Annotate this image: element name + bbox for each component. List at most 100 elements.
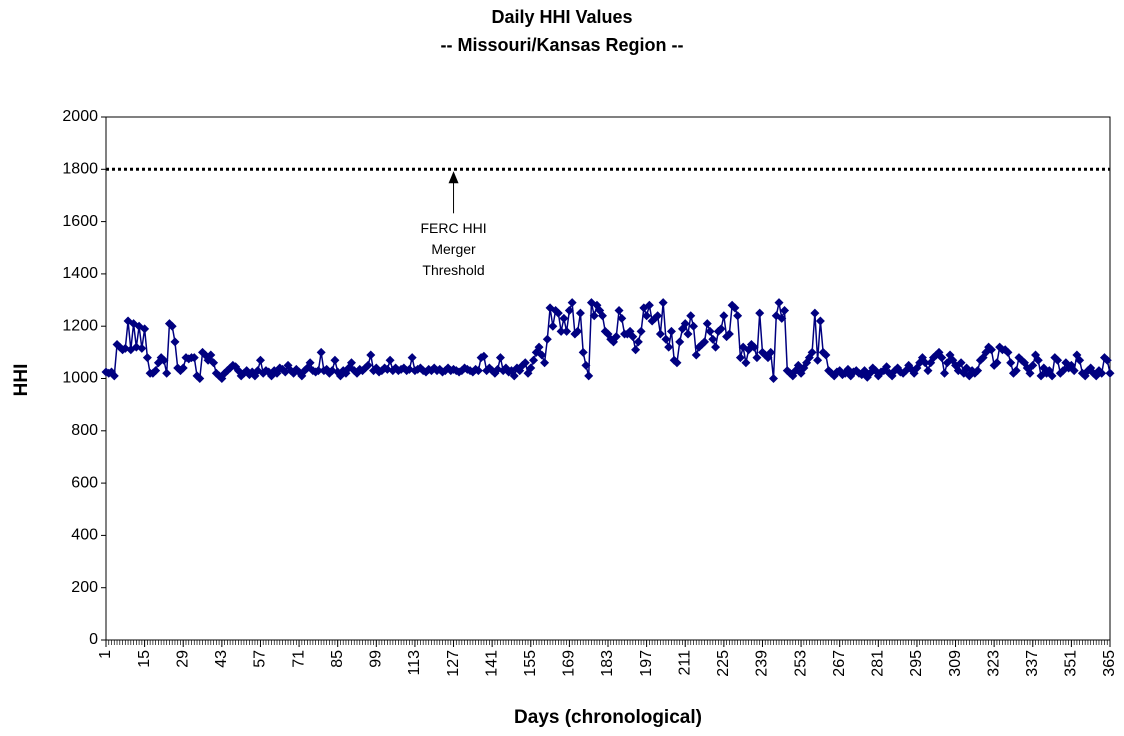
data-point: [206, 350, 216, 360]
threshold-label: Merger: [431, 241, 476, 257]
data-point: [529, 355, 539, 365]
data-point: [882, 362, 892, 372]
data-point: [363, 360, 373, 370]
x-tick-label: 183: [599, 650, 616, 677]
x-tick-label: 351: [1063, 650, 1080, 677]
data-point: [575, 308, 585, 318]
data-point: [691, 350, 701, 360]
data-point: [167, 321, 177, 331]
x-tick-label: 141: [483, 650, 500, 677]
data-point: [346, 358, 356, 368]
data-point: [159, 355, 169, 365]
data-point: [661, 334, 671, 344]
data-point: [1011, 366, 1021, 376]
data-point: [768, 374, 778, 383]
data-point: [923, 366, 933, 376]
data-point: [562, 326, 572, 336]
data-point: [956, 358, 966, 368]
data-point: [589, 311, 599, 321]
data-point: [708, 334, 718, 344]
y-tick-label: 400: [71, 527, 98, 544]
data-point: [611, 332, 621, 342]
data-point: [675, 337, 685, 347]
y-axis-title: HHI: [11, 364, 32, 397]
x-tick-label: 99: [368, 650, 385, 668]
data-point: [385, 355, 395, 365]
data-point: [170, 337, 180, 347]
data-point: [700, 337, 710, 347]
data-point: [716, 324, 726, 334]
data-point: [777, 313, 787, 323]
x-tick-label: 225: [715, 650, 732, 677]
data-point: [584, 371, 594, 381]
data-point: [813, 355, 823, 365]
data-point: [689, 321, 699, 331]
data-point: [495, 353, 505, 363]
x-tick-label: 71: [290, 650, 307, 668]
data-point: [986, 345, 996, 355]
data-point: [137, 343, 147, 353]
x-axis-title: Days (chronological): [514, 707, 702, 728]
data-point: [330, 355, 340, 365]
y-tick-label: 1400: [62, 265, 98, 282]
x-tick-label: 29: [174, 650, 191, 668]
data-point: [973, 366, 983, 376]
data-point: [250, 371, 260, 381]
data-point: [1097, 368, 1107, 378]
data-point: [755, 308, 765, 318]
data-point: [741, 358, 751, 368]
data-point: [614, 306, 624, 316]
data-point: [140, 324, 150, 334]
data-point: [1075, 355, 1085, 365]
data-point: [920, 358, 930, 368]
threshold-label: FERC HHI: [420, 220, 486, 236]
data-point: [473, 366, 483, 376]
data-point: [1105, 368, 1115, 378]
y-tick-label: 1000: [62, 370, 98, 387]
data-point: [705, 326, 715, 336]
data-point: [735, 353, 745, 363]
data-point: [578, 347, 588, 357]
data-point: [631, 345, 641, 355]
x-tick-label: 365: [1101, 650, 1118, 677]
y-tick-label: 1600: [62, 213, 98, 230]
data-point: [683, 329, 693, 339]
y-tick-label: 600: [71, 474, 98, 491]
data-point: [553, 308, 563, 318]
data-point: [702, 319, 712, 329]
data-point: [658, 298, 668, 308]
threshold-label: Threshold: [422, 262, 484, 278]
x-tick-label: 211: [676, 650, 693, 676]
data-point: [548, 321, 558, 331]
x-tick-label: 57: [252, 650, 269, 668]
x-tick-label: 267: [831, 650, 848, 677]
data-point: [556, 326, 566, 336]
data-point: [189, 353, 199, 363]
data-point: [109, 371, 119, 381]
data-point: [724, 329, 734, 339]
data-point: [992, 358, 1002, 368]
data-point: [733, 311, 743, 321]
x-tick-label: 43: [213, 650, 230, 668]
y-tick-label: 1800: [62, 161, 98, 178]
data-point: [1006, 358, 1016, 368]
data-point: [178, 363, 188, 373]
data-point: [664, 342, 674, 352]
data-point: [142, 353, 152, 363]
data-point: [534, 342, 544, 352]
data-point: [151, 366, 161, 376]
data-point: [653, 311, 663, 321]
data-point: [730, 303, 740, 313]
x-tick-label: 281: [870, 650, 887, 677]
data-point: [766, 347, 776, 357]
data-point: [666, 326, 676, 336]
data-point: [780, 306, 790, 316]
data-point: [316, 347, 326, 357]
y-tick-label: 0: [89, 631, 98, 648]
data-point: [255, 355, 265, 365]
x-tick-label: 295: [908, 650, 925, 677]
data-point: [749, 342, 759, 352]
data-point: [162, 368, 172, 378]
y-tick-label: 200: [71, 579, 98, 596]
